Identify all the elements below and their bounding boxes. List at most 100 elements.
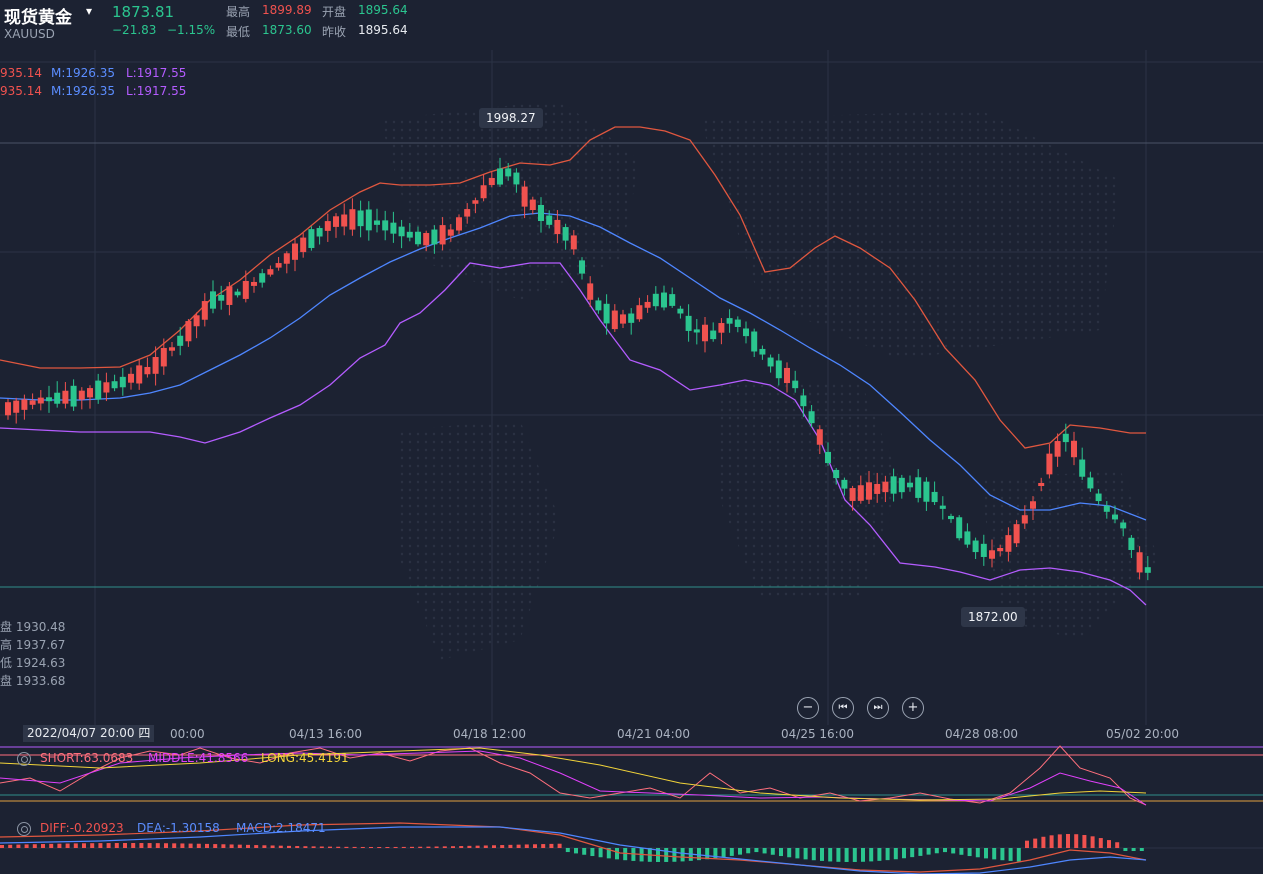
macd-bar: [467, 845, 472, 848]
macd-bar: [360, 846, 365, 848]
macd-bar: [246, 844, 250, 848]
candle-body: [70, 385, 77, 407]
candle-body: [505, 168, 512, 177]
candle-body: [439, 225, 446, 245]
candle-body: [513, 172, 520, 185]
candle-body: [972, 540, 979, 553]
macd-bar: [623, 848, 628, 861]
low-value: 1873.60: [262, 23, 312, 37]
macd-bar: [893, 848, 898, 860]
candle-body: [931, 491, 938, 503]
macd-bar: [918, 848, 923, 856]
candle-body: [333, 216, 339, 227]
next-button[interactable]: ⏭: [867, 697, 889, 719]
zoom-out-button[interactable]: −: [797, 697, 819, 719]
kdj-panel[interactable]: [0, 743, 1263, 815]
macd-bar: [836, 848, 841, 862]
macd-bar: [680, 848, 685, 862]
candle-body: [292, 243, 298, 260]
macd-bar: [869, 848, 874, 862]
candle-body: [119, 376, 126, 388]
macd-bar: [820, 848, 824, 861]
candle-body: [456, 217, 462, 231]
macd-panel[interactable]: [0, 815, 1263, 874]
macd-bar: [32, 844, 37, 848]
macd-bar: [984, 848, 988, 859]
instrument-title[interactable]: 现货黄金: [4, 8, 72, 28]
candle-body: [718, 323, 725, 333]
macd-bar: [606, 848, 611, 859]
candle-body: [603, 303, 610, 324]
macd-bar: [828, 848, 833, 862]
candle-body: [472, 200, 479, 204]
ohlc-open: 盘 1930.48: [0, 620, 66, 634]
instrument-dropdown-icon[interactable]: ▾: [86, 4, 93, 18]
candle-body: [201, 301, 208, 320]
kdj-middle: MIDDLE:41.8566: [148, 751, 249, 765]
last-price: 1873.81: [112, 3, 175, 21]
candle-body: [177, 335, 184, 346]
candle-body: [939, 505, 946, 509]
macd-bar: [459, 846, 464, 848]
candle-body: [611, 310, 618, 330]
boll-upper-value-2: 935.14: [0, 84, 42, 98]
candle-body: [423, 233, 430, 246]
ohlc-low: 低 1924.63: [0, 656, 66, 670]
candle-body: [169, 347, 175, 351]
macd-bar: [664, 848, 669, 862]
macd-bar: [205, 843, 209, 848]
candle-body: [710, 330, 717, 340]
prev-button[interactable]: ⏮: [832, 697, 854, 719]
candle-body: [874, 483, 881, 494]
macd-bar: [746, 848, 751, 854]
x-axis-label: 05/02 20:00: [1106, 727, 1179, 741]
candle-body: [734, 319, 741, 327]
kdj-settings-icon[interactable]: [17, 752, 31, 766]
x-axis-label: 04/25 16:00: [781, 727, 854, 741]
candle-body: [390, 222, 397, 234]
macd-bar: [65, 843, 70, 848]
macd-bar: [221, 844, 226, 848]
candle-body: [226, 286, 233, 305]
macd-bar: [213, 844, 218, 848]
candle-body: [915, 477, 922, 498]
candle-body: [234, 291, 241, 296]
macd-bar: [82, 843, 86, 848]
zoom-in-button[interactable]: +: [902, 697, 924, 719]
macd-bar: [975, 848, 980, 858]
macd-bar: [328, 846, 332, 848]
macd-bar: [1107, 840, 1111, 848]
candle-body: [349, 209, 356, 230]
candle-body: [800, 395, 807, 407]
candle-body: [923, 481, 930, 502]
macd-settings-icon[interactable]: [17, 822, 31, 836]
macd-bar: [434, 846, 439, 848]
macd-bar: [549, 843, 554, 848]
macd-bar: [1123, 848, 1128, 851]
candle-body: [341, 214, 348, 227]
x-axis: [0, 725, 1263, 743]
candle-body: [497, 168, 503, 185]
candle-body: [636, 305, 643, 320]
macd-bar: [574, 848, 578, 854]
candlestick-chart[interactable]: [0, 0, 1263, 725]
x-axis-label: 04/28 08:00: [945, 727, 1018, 741]
macd-bar: [516, 844, 521, 848]
macd-bar: [41, 844, 45, 848]
candle-body: [128, 373, 134, 383]
candle-body: [251, 281, 257, 286]
macd-bar: [533, 844, 537, 848]
candle-body: [1005, 535, 1012, 552]
candle-body: [406, 231, 413, 238]
candle-body: [308, 229, 315, 248]
macd-bar: [196, 843, 201, 848]
price-change-pct: −1.15%: [167, 23, 216, 37]
candle-body: [374, 220, 380, 225]
macd-bar: [1139, 848, 1144, 851]
macd-bar: [1082, 835, 1087, 848]
boll-mid-line: [0, 212, 1147, 521]
macd-bar: [73, 843, 78, 848]
boll-lower-value-2: L:1917.55: [126, 84, 187, 98]
candle-body: [816, 429, 823, 445]
macd-bar: [1008, 848, 1013, 861]
